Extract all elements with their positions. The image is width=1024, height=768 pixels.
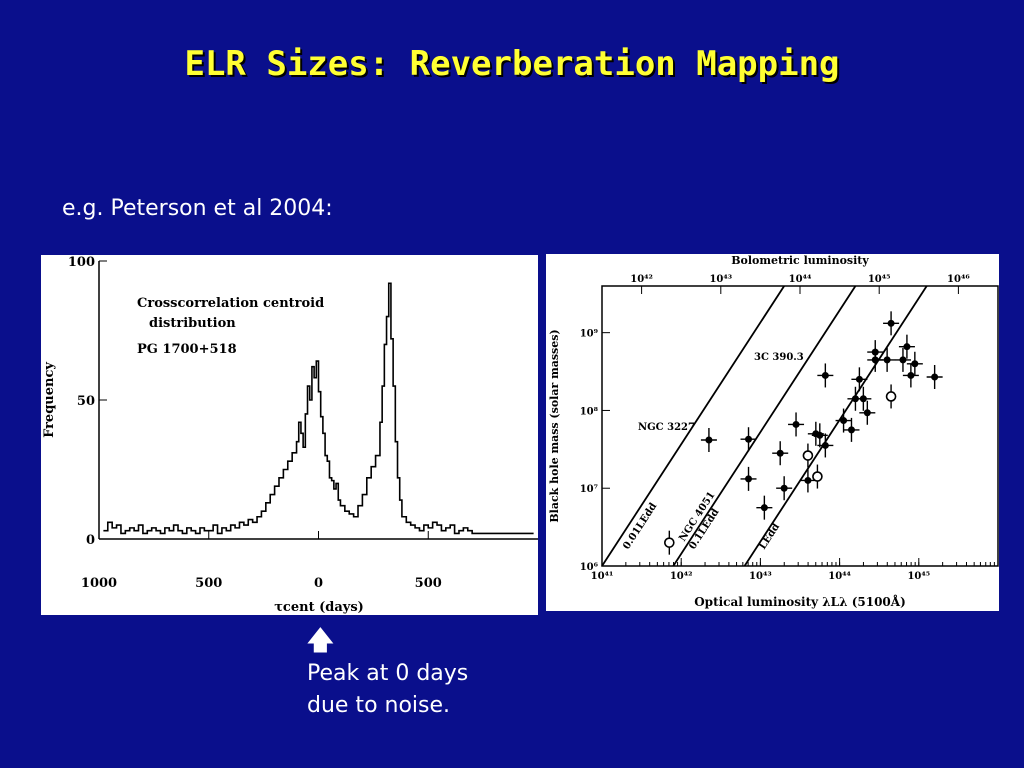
annotation-line-3: PG 1700+518 xyxy=(137,342,237,357)
filled-data-point xyxy=(745,435,753,443)
filled-data-point xyxy=(847,426,855,434)
eddington-lines xyxy=(601,285,928,567)
histogram-chart: 1000 500 0 500 100 50 0 Crosscorrelation centr… xyxy=(41,255,538,615)
scatter-frame: 10⁴¹ 10⁴² 10⁴³ 10⁴⁴ 10⁴⁵ 10⁴² 10⁴³ 10⁴⁴ 10⁴⁵ 10⁴⁶… xyxy=(580,274,999,582)
filled-data-point xyxy=(840,417,848,425)
filled-data-point xyxy=(816,431,824,439)
scatter-x-label: Optical luminosity λLλ (5100Å) xyxy=(694,594,906,609)
filled-data-point xyxy=(911,360,919,368)
filled-data-point xyxy=(855,375,863,383)
scatter-top-tick-label: 10⁴⁵ xyxy=(868,274,891,285)
peak-note: Peak at 0 days due to noise. xyxy=(307,658,567,722)
scatter-top-tick-label: 10⁴⁴ xyxy=(789,274,812,285)
open-data-point xyxy=(664,537,675,548)
scatter-bottom-tick-label: 10⁴¹ xyxy=(591,571,614,582)
filled-data-point xyxy=(887,319,895,327)
histogram-x-tick-label: 0 xyxy=(314,576,323,591)
histogram-x-tick-label: 500 xyxy=(415,576,442,591)
slide-title: ELR Sizes: Reverberation Mapping xyxy=(184,44,840,84)
line-label-3: LEdd xyxy=(757,522,782,552)
eddington-line-1 xyxy=(601,285,785,567)
filled-data-point xyxy=(931,373,939,381)
histogram-text: Crosscorrelation centroid distribution PG … xyxy=(42,296,364,615)
scatter-y-tick-label: 10⁷ xyxy=(580,484,598,495)
filled-data-point xyxy=(821,371,829,379)
scatter-title: Bolometric luminosity xyxy=(731,254,869,267)
up-arrow-icon: 🡅 xyxy=(307,626,334,656)
histogram-series-line xyxy=(103,282,534,535)
annotation-line-2: distribution xyxy=(149,316,236,331)
scatter-bottom-tick-label: 10⁴⁴ xyxy=(828,571,851,582)
mass-luminosity-chart: 10⁴¹ 10⁴² 10⁴³ 10⁴⁴ 10⁴⁵ 10⁴² 10⁴³ 10⁴⁴ 10⁴⁵ 10⁴⁶… xyxy=(546,254,999,611)
histogram-y-label: Frequency xyxy=(42,362,57,438)
filled-data-point xyxy=(883,356,891,364)
histogram-x-tick-label: 1000 xyxy=(81,576,117,591)
scatter-svg: 10⁴¹ 10⁴² 10⁴³ 10⁴⁴ 10⁴⁵ 10⁴² 10⁴³ 10⁴⁴ 10⁴⁵ 10⁴⁶… xyxy=(548,254,999,609)
filled-data-point xyxy=(776,449,784,457)
object-label-ngc3227: NGC 3227 xyxy=(638,422,695,433)
filled-data-point xyxy=(705,436,713,444)
histogram-x-label: τcent (days) xyxy=(274,600,364,615)
scatter-points xyxy=(664,311,943,555)
scatter-y-tick-label: 10⁸ xyxy=(580,406,599,417)
filled-data-point xyxy=(780,484,788,492)
filled-data-point xyxy=(859,395,867,403)
filled-data-point xyxy=(863,409,871,417)
scatter-top-tick-label: 10⁴³ xyxy=(709,274,732,285)
annotation-line-1: Crosscorrelation centroid xyxy=(137,296,324,311)
filled-data-point xyxy=(792,420,800,428)
scatter-y-tick-label: 10⁶ xyxy=(580,562,599,573)
filled-data-point xyxy=(871,348,879,356)
filled-data-point xyxy=(760,504,768,512)
filled-data-point xyxy=(804,476,812,484)
note-line-2: due to noise. xyxy=(307,693,451,718)
object-label-3c390: 3C 390.3 xyxy=(754,352,804,363)
filled-data-point xyxy=(899,356,907,364)
eddington-line-2 xyxy=(672,285,857,567)
scatter-top-tick-label: 10⁴⁶ xyxy=(947,274,970,285)
eddington-line-3 xyxy=(743,285,928,567)
open-data-point xyxy=(885,391,897,402)
filled-data-point xyxy=(745,475,753,483)
scatter-y-tick-label: 10⁹ xyxy=(580,329,598,340)
filled-data-point xyxy=(907,371,915,379)
scatter-bottom-tick-label: 10⁴⁵ xyxy=(907,571,930,582)
histogram-y-tick-label: 50 xyxy=(77,394,95,409)
histogram-y-tick-label: 0 xyxy=(86,533,95,548)
histogram-x-tick-label: 500 xyxy=(195,576,222,591)
scatter-bottom-tick-label: 10⁴³ xyxy=(749,571,772,582)
slide-subtitle: e.g. Peterson et al 2004: xyxy=(62,196,333,221)
scatter-top-tick-label: 10⁴² xyxy=(630,274,653,285)
scatter-y-label: Black hole mass (solar masses) xyxy=(548,329,561,522)
histogram-series xyxy=(103,282,534,535)
note-line-1: Peak at 0 days xyxy=(307,661,469,686)
filled-data-point xyxy=(903,343,911,351)
histogram-y-tick-label: 100 xyxy=(68,255,95,270)
filled-data-point xyxy=(821,441,829,449)
scatter-bottom-tick-label: 10⁴² xyxy=(670,571,693,582)
open-data-point xyxy=(802,450,814,461)
open-data-point xyxy=(812,471,823,482)
